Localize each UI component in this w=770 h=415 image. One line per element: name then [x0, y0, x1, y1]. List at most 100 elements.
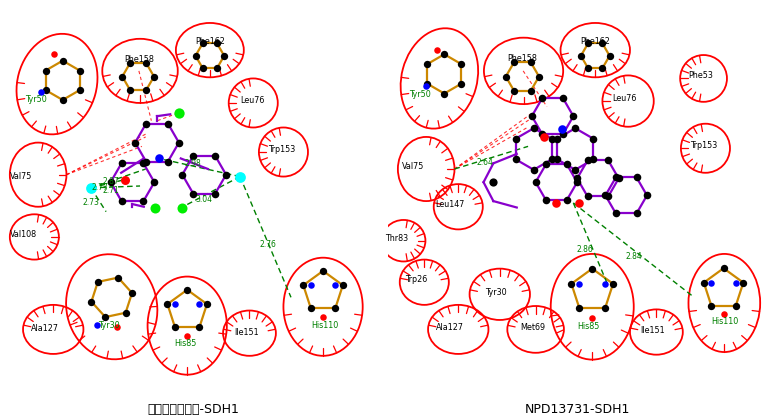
Point: [582, 40, 594, 47]
Point: [99, 314, 112, 320]
Point: [536, 131, 548, 137]
Point: [705, 303, 718, 309]
Point: [137, 198, 149, 205]
Point: [729, 280, 742, 286]
Point: [596, 65, 608, 71]
Point: [718, 310, 730, 317]
Point: [201, 301, 213, 308]
Text: 2.98: 2.98: [185, 159, 201, 168]
Point: [455, 61, 467, 67]
Point: [119, 176, 131, 183]
Text: Thr83: Thr83: [385, 234, 408, 243]
Point: [329, 305, 341, 312]
Point: [126, 290, 138, 296]
Text: His110: His110: [312, 321, 339, 330]
Point: [581, 157, 594, 164]
Text: Trp153: Trp153: [268, 145, 296, 154]
Point: [565, 281, 578, 287]
Point: [176, 204, 188, 211]
Point: [730, 303, 742, 309]
Text: Trp153: Trp153: [691, 141, 718, 150]
Point: [105, 179, 117, 186]
Point: [196, 40, 209, 47]
Point: [561, 161, 573, 168]
Text: His85: His85: [174, 339, 196, 348]
Text: Val75: Val75: [402, 162, 424, 171]
Point: [610, 210, 622, 217]
Point: [631, 210, 643, 217]
Text: Tyr30: Tyr30: [99, 321, 120, 330]
Point: [604, 52, 616, 59]
Point: [116, 160, 128, 166]
Point: [162, 158, 174, 165]
Point: [162, 120, 174, 127]
Text: Phe162: Phe162: [195, 37, 225, 46]
Text: 3.04: 3.04: [196, 195, 213, 204]
Point: [540, 161, 552, 168]
Text: Val108: Val108: [10, 230, 37, 239]
Point: [508, 59, 521, 66]
Point: [124, 59, 136, 66]
Point: [119, 310, 132, 316]
Point: [39, 67, 52, 74]
Point: [73, 87, 85, 93]
Point: [641, 192, 653, 199]
Point: [129, 139, 141, 146]
Point: [234, 173, 246, 180]
Point: [546, 135, 558, 142]
Point: [189, 52, 202, 59]
Point: [573, 200, 585, 206]
Point: [297, 282, 310, 288]
Point: [582, 65, 594, 71]
Point: [567, 113, 580, 120]
Point: [546, 156, 558, 163]
Point: [209, 190, 221, 197]
Point: [599, 192, 611, 199]
Point: [500, 73, 512, 80]
Text: Tyr50: Tyr50: [25, 95, 47, 104]
Point: [193, 324, 206, 331]
Point: [438, 51, 450, 58]
Point: [140, 59, 152, 66]
Point: [85, 298, 98, 305]
Point: [571, 179, 584, 186]
Text: Val75: Val75: [10, 172, 32, 181]
Point: [551, 156, 564, 163]
Point: [596, 40, 608, 47]
Point: [551, 200, 563, 206]
Text: Leu147: Leu147: [436, 200, 465, 209]
Text: 2.77: 2.77: [92, 183, 109, 193]
Point: [530, 179, 542, 186]
Point: [510, 156, 522, 163]
Text: Phe162: Phe162: [580, 37, 610, 46]
Point: [587, 156, 599, 163]
Point: [602, 157, 614, 164]
Point: [455, 81, 467, 87]
Point: [140, 158, 152, 165]
Text: 2.86: 2.86: [576, 244, 593, 254]
Point: [551, 135, 564, 142]
Point: [420, 83, 432, 89]
Point: [116, 198, 128, 205]
Text: Phe158: Phe158: [124, 55, 154, 64]
Point: [218, 52, 230, 59]
Point: [510, 135, 522, 142]
Point: [305, 282, 317, 288]
Point: [176, 171, 189, 178]
Text: Leu76: Leu76: [613, 93, 637, 103]
Point: [438, 90, 450, 97]
Point: [193, 301, 206, 308]
Point: [140, 120, 152, 127]
Point: [698, 279, 710, 286]
Text: 2.73: 2.73: [82, 198, 99, 208]
Point: [569, 166, 581, 173]
Point: [612, 175, 624, 182]
Point: [737, 279, 749, 286]
Point: [56, 57, 69, 64]
Point: [336, 282, 349, 288]
Point: [573, 305, 585, 312]
Point: [557, 95, 569, 102]
Point: [169, 324, 181, 331]
Point: [112, 274, 124, 281]
Point: [92, 278, 104, 285]
